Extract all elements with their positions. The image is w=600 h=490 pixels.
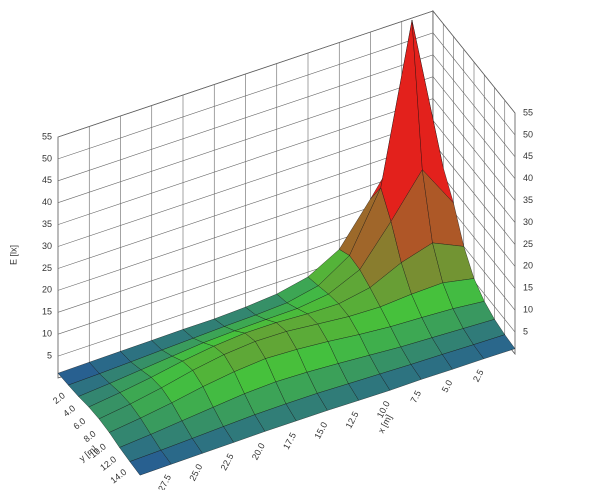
z-tick-label-right: 45	[523, 151, 533, 161]
x-tick-label: 5.0	[440, 378, 455, 394]
x-tick-label: 22.5	[219, 452, 236, 472]
x-tick-label: 2.5	[471, 368, 486, 384]
z-tick-label-right: 50	[523, 129, 533, 139]
z-tick-label-right: 55	[523, 107, 533, 117]
z-tick-label: 40	[42, 197, 52, 207]
z-tick-label: 5	[47, 350, 52, 360]
z-tick-label-right: 30	[523, 217, 533, 227]
y-tick-label: 6.0	[71, 416, 87, 432]
z-tick-label-right: 35	[523, 195, 533, 205]
y-tick-label: 4.0	[61, 403, 77, 419]
z-axis-label: E [lx]	[8, 245, 18, 265]
z-tick-label-right: 40	[523, 173, 533, 183]
z-tick-label: 50	[42, 153, 52, 163]
z-tick-label: 45	[42, 175, 52, 185]
y-tick-label: 8.0	[82, 429, 98, 445]
x-tick-label: 12.5	[344, 410, 361, 430]
x-tick-label: 17.5	[281, 431, 298, 451]
z-tick-label: 30	[42, 241, 52, 251]
x-tick-label: 7.5	[408, 389, 423, 405]
y-tick-label: 2.0	[51, 390, 67, 406]
z-tick-label-right: 20	[523, 261, 533, 271]
x-tick-label: 20.0	[250, 441, 267, 461]
z-tick-label-right: 25	[523, 239, 533, 249]
z-tick-label: 15	[42, 307, 52, 317]
z-tick-label: 20	[42, 285, 52, 295]
z-tick-label: 25	[42, 263, 52, 273]
z-tick-label: 10	[42, 329, 52, 339]
z-tick-label-right: 15	[523, 283, 533, 293]
z-tick-label-right: 5	[523, 326, 528, 336]
y-tick-label: 12.0	[98, 454, 118, 473]
z-tick-label: 55	[42, 131, 52, 141]
x-tick-label: 25.0	[187, 462, 204, 482]
z-tick-label-right: 10	[523, 305, 533, 315]
y-tick-label: 14.0	[108, 467, 128, 486]
x-tick-label: 15.0	[312, 420, 329, 440]
x-tick-label: 27.5	[156, 473, 173, 490]
z-tick-label: 35	[42, 219, 52, 229]
surface-cell	[473, 334, 516, 359]
